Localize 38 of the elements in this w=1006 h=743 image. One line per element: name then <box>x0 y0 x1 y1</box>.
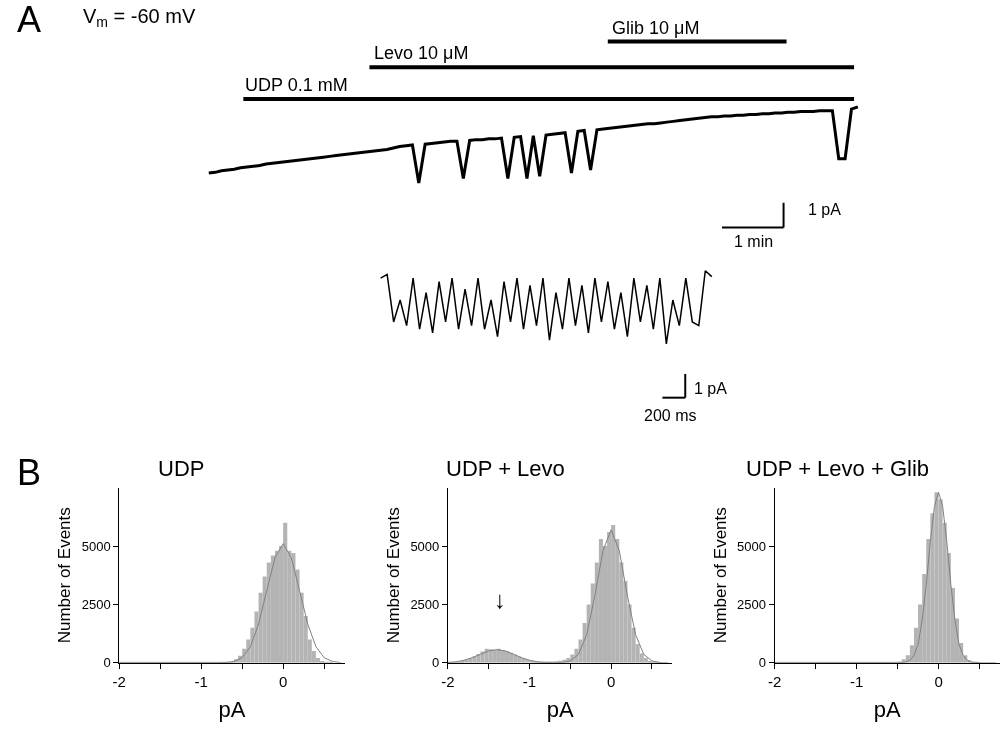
text: 1 pA <box>808 201 842 218</box>
y-tick-label: 0 <box>758 655 767 671</box>
x-tick-label: 0 <box>934 672 943 690</box>
x-tick-label: 0 <box>606 672 616 690</box>
y-tick-label: 2500 <box>410 596 440 612</box>
text: B <box>17 452 42 493</box>
x-axis-title: pA <box>873 696 902 722</box>
y-axis-title: Number of Events <box>383 507 403 644</box>
y-tick-label: 5000 <box>81 538 111 554</box>
y-tick-label: 5000 <box>737 538 767 554</box>
x-tick-label: -2 <box>441 672 455 690</box>
text: Levo 10 μM <box>374 43 469 63</box>
text: 1 min <box>734 233 774 250</box>
x-tick-label: -1 <box>522 672 537 690</box>
y-tick-label: 5000 <box>410 538 440 554</box>
text: 200 ms <box>644 407 697 424</box>
x-tick-label: -2 <box>112 672 126 690</box>
x-axis-title: pA <box>218 696 246 722</box>
y-tick-label: 2500 <box>81 596 111 612</box>
chart-title: A <box>17 0 42 40</box>
x-axis-title: pA <box>546 696 574 722</box>
text: Glib 10 μM <box>612 18 700 38</box>
y-tick-label: 0 <box>103 655 111 671</box>
chart-title: UDP + Levo <box>446 456 565 481</box>
x-tick-label: -1 <box>194 672 208 690</box>
annotation: ↓ <box>494 586 506 613</box>
text: UDP 0.1 mM <box>245 75 348 95</box>
y-axis-title: Number of Events <box>55 507 75 644</box>
x-tick-label: 0 <box>278 672 288 690</box>
chart-title: UDP + Levo + Glib <box>746 456 930 481</box>
text: V$_{m}$ = -60 mV <box>83 5 196 31</box>
chart-title: UDP <box>158 456 205 481</box>
text: 1 pA <box>694 380 728 397</box>
y-axis-title: Number of Events <box>710 507 730 644</box>
x-tick-label: -1 <box>849 672 864 690</box>
x-tick-label: -2 <box>767 672 782 690</box>
y-tick-label: 2500 <box>737 596 767 612</box>
y-tick-label: 0 <box>432 655 440 671</box>
